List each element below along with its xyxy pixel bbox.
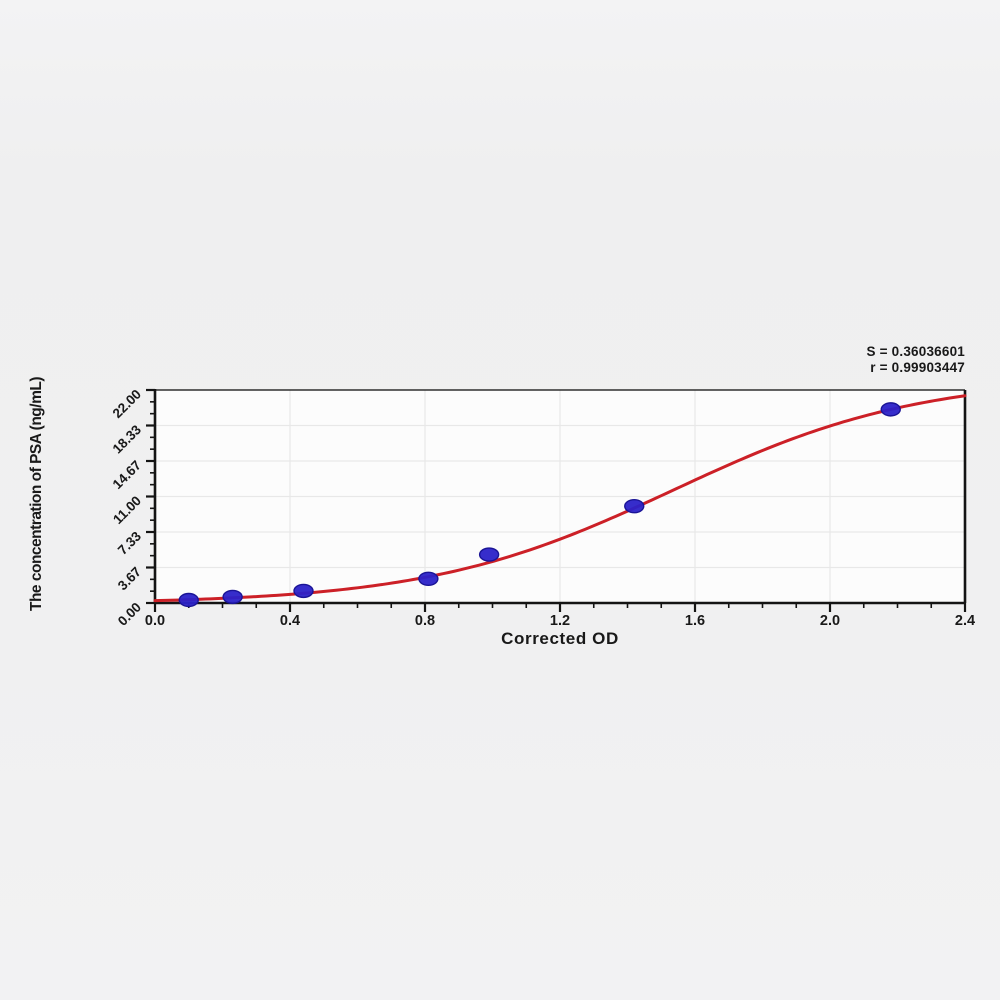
- y-tick-label: 0.00: [115, 600, 144, 629]
- fit-statistics: S = 0.36036601 r = 0.99903447: [866, 344, 965, 376]
- data-point: [624, 498, 645, 514]
- data-point: [293, 583, 314, 599]
- data-point: [418, 571, 439, 586]
- x-tick-label: 2.4: [955, 613, 975, 629]
- y-tick-label: 14.67: [110, 458, 145, 493]
- y-axis-title: The concentration of PSA (ng/mL): [28, 376, 45, 612]
- x-tick-label: 0.8: [415, 613, 435, 629]
- x-tick-label: 0.4: [280, 613, 300, 629]
- y-tick-label: 11.00: [110, 493, 144, 527]
- data-point: [478, 547, 500, 562]
- y-tick-label: 3.67: [115, 564, 144, 593]
- fit-curve: [153, 394, 967, 603]
- y-tick-label: 7.33: [115, 528, 145, 558]
- stat-r-value: r = 0.99903447: [870, 360, 965, 375]
- x-tick-label: 1.6: [685, 613, 705, 629]
- data-point: [880, 402, 901, 417]
- stat-s-value: S = 0.36036601: [866, 344, 965, 359]
- x-tick-label: 2.0: [820, 613, 840, 629]
- x-axis-title: Corrected OD: [501, 629, 619, 648]
- y-tick-label: 18.33: [110, 422, 145, 457]
- x-tick-label: 0.0: [145, 613, 165, 629]
- y-tick-label: 22.00: [110, 387, 145, 422]
- data-point: [178, 592, 199, 608]
- data-point: [222, 589, 243, 605]
- x-tick-label: 1.2: [550, 613, 570, 629]
